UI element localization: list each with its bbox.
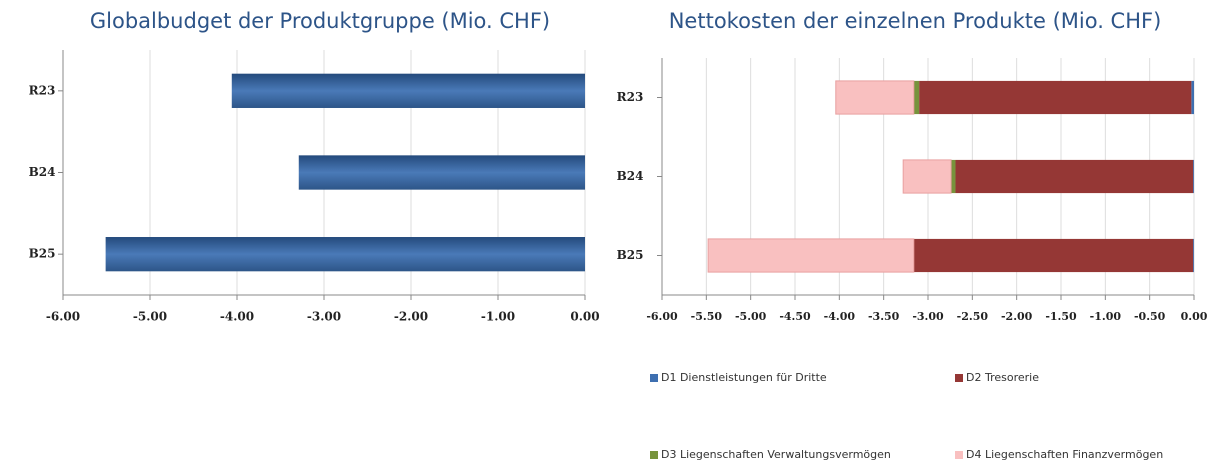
x-tick-label: -6.00 bbox=[46, 310, 80, 324]
x-tick-label: -5.00 bbox=[133, 310, 167, 324]
x-tick-label: -4.50 bbox=[779, 310, 811, 323]
y-tick-label: B24 bbox=[29, 165, 56, 179]
x-tick-label: -5.50 bbox=[691, 310, 723, 323]
x-tick-label: -2.00 bbox=[1001, 310, 1033, 323]
x-tick-label: -1.00 bbox=[481, 310, 515, 324]
x-tick-label: -5.00 bbox=[735, 310, 767, 323]
y-tick-label: B24 bbox=[617, 169, 644, 183]
x-tick-label: -1.50 bbox=[1045, 310, 1077, 323]
legend-swatch bbox=[955, 451, 963, 459]
legend-label: D4 Liegenschaften Finanzvermögen bbox=[966, 448, 1163, 460]
legend-swatch bbox=[650, 451, 658, 459]
x-tick-label: -2.50 bbox=[957, 310, 989, 323]
x-tick-label: -4.00 bbox=[220, 310, 254, 324]
x-tick-label: -3.00 bbox=[912, 310, 944, 323]
bar-segment bbox=[913, 80, 920, 115]
bar-segment bbox=[1191, 80, 1194, 115]
bar bbox=[105, 237, 585, 272]
x-tick-label: 0.00 bbox=[1181, 310, 1207, 323]
legend-label: D2 Tresorerie bbox=[966, 371, 1039, 384]
bar-segment bbox=[919, 80, 1192, 115]
y-tick-label: B25 bbox=[617, 248, 644, 262]
bar-segment bbox=[707, 238, 915, 273]
bar-segment bbox=[1193, 238, 1194, 273]
x-tick-label: -3.50 bbox=[868, 310, 900, 323]
chart-title: Nettokosten der einzelnen Produkte (Mio.… bbox=[669, 9, 1162, 33]
legend-label: D3 Liegenschaften Verwaltungsvermögen bbox=[661, 448, 891, 460]
x-tick-label: -4.00 bbox=[824, 310, 856, 323]
x-tick-label: -1.00 bbox=[1090, 310, 1122, 323]
x-tick-label: -3.00 bbox=[307, 310, 341, 324]
bar-segment bbox=[1193, 159, 1194, 194]
legend-swatch bbox=[650, 374, 658, 382]
bar-segment bbox=[902, 159, 952, 194]
x-tick-label: -6.00 bbox=[646, 310, 678, 323]
x-tick-label: -0.50 bbox=[1134, 310, 1166, 323]
y-tick-label: R23 bbox=[29, 83, 56, 97]
y-tick-label: R23 bbox=[617, 90, 644, 104]
y-tick-label: B25 bbox=[29, 247, 56, 261]
bar-segment bbox=[835, 80, 915, 115]
legend-swatch bbox=[955, 374, 963, 382]
chart-title: Globalbudget der Produktgruppe (Mio. CHF… bbox=[90, 9, 550, 33]
bar-segment bbox=[913, 238, 1194, 273]
x-tick-label: -2.00 bbox=[394, 310, 428, 324]
legend-label: D1 Dienstleistungen für Dritte bbox=[661, 371, 827, 384]
bar bbox=[298, 155, 585, 190]
bar-segment bbox=[955, 159, 1194, 194]
bar bbox=[231, 73, 585, 108]
x-tick-label: 0.00 bbox=[570, 310, 599, 324]
bar-segment bbox=[951, 159, 956, 194]
